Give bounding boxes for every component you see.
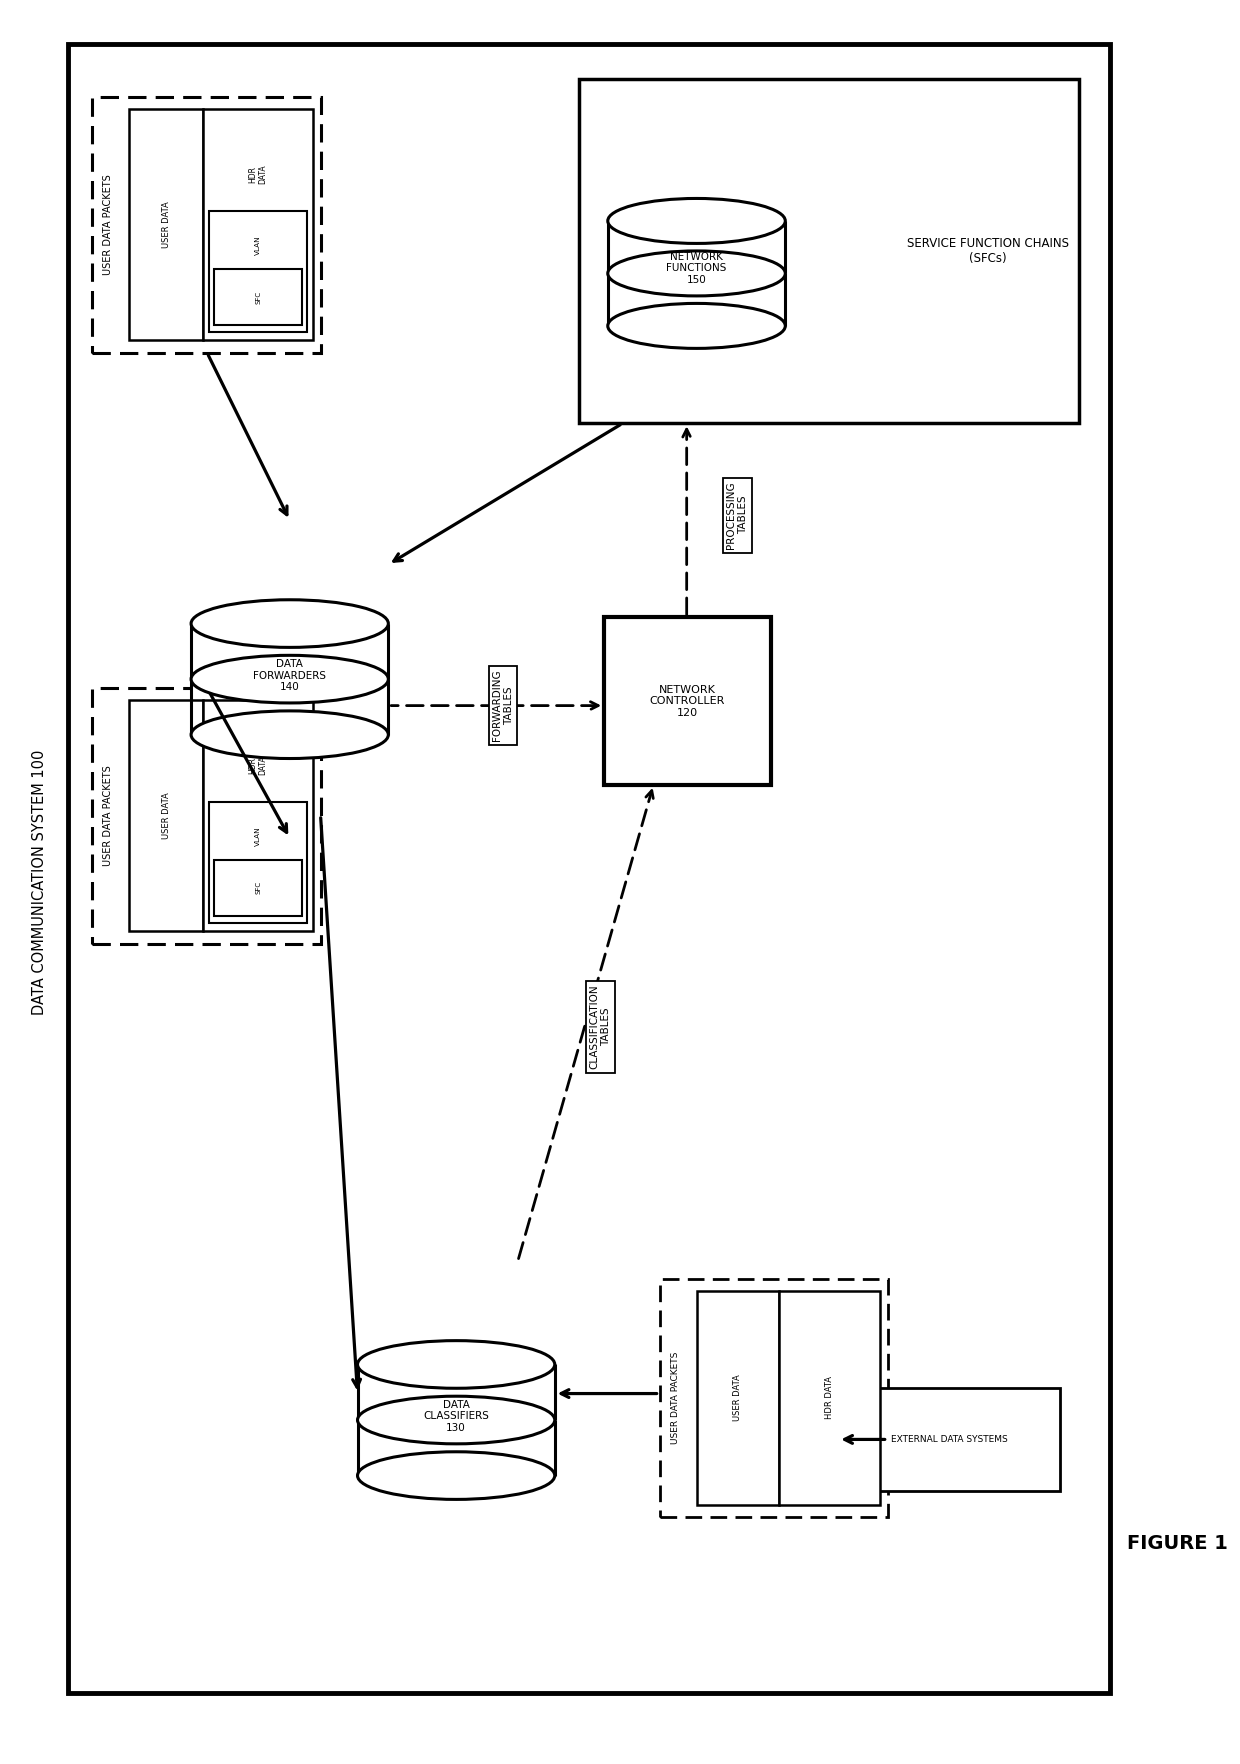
Bar [838,1388,1060,1491]
Text: USER DATA PACKETS: USER DATA PACKETS [103,766,114,866]
Text: FORWARDING
TABLES: FORWARDING TABLES [492,670,513,741]
Text: DATA
FORWARDERS
140: DATA FORWARDERS 140 [253,660,326,691]
Text: NETWORK
CONTROLLER
120: NETWORK CONTROLLER 120 [650,684,725,718]
Bar [608,220,785,273]
Text: DATA COMMUNICATION SYSTEM 100: DATA COMMUNICATION SYSTEM 100 [32,750,47,1014]
Bar [779,1291,880,1505]
Ellipse shape [357,1452,554,1499]
Bar [697,1291,779,1505]
Ellipse shape [191,711,388,759]
Text: HDR DATA: HDR DATA [825,1376,835,1420]
Text: SFC: SFC [255,882,262,894]
Bar [608,273,785,326]
Ellipse shape [357,1397,554,1443]
Bar [215,270,303,325]
Text: VLAN: VLAN [255,235,262,256]
Text: FIGURE 1: FIGURE 1 [1127,1535,1228,1552]
Text: USER DATA PACKETS: USER DATA PACKETS [671,1351,680,1445]
Ellipse shape [357,1341,554,1388]
Bar [93,97,320,353]
Bar [604,617,770,785]
Bar [203,109,314,340]
Bar [210,803,308,923]
Text: HDR
DATA: HDR DATA [248,755,268,774]
Ellipse shape [191,654,388,704]
Bar [129,109,203,340]
Text: CLASSIFICATION
TABLES: CLASSIFICATION TABLES [589,984,611,1069]
Text: SERVICE FUNCTION CHAINS
(SFCs): SERVICE FUNCTION CHAINS (SFCs) [906,238,1069,265]
Ellipse shape [608,199,785,243]
Text: VLAN: VLAN [255,826,262,847]
Text: NETWORK
FUNCTIONS
150: NETWORK FUNCTIONS 150 [666,252,727,284]
Text: USER DATA: USER DATA [733,1374,743,1422]
Ellipse shape [608,303,785,348]
Bar [191,679,388,734]
Bar [660,1279,888,1517]
Text: USER DATA: USER DATA [161,792,171,840]
Text: EXTERNAL DATA SYSTEMS: EXTERNAL DATA SYSTEMS [890,1434,1008,1445]
Bar [191,624,388,679]
Text: SFC: SFC [255,291,262,303]
Bar [210,212,308,332]
Bar [579,79,1079,423]
Text: PROCESSING
TABLES: PROCESSING TABLES [727,482,748,549]
Bar [357,1365,554,1420]
Bar [203,700,314,931]
Text: DATA
CLASSIFIERS
130: DATA CLASSIFIERS 130 [423,1401,489,1432]
Bar [357,1420,554,1475]
Bar [215,861,303,916]
Bar [68,44,1110,1693]
Text: HDR
DATA: HDR DATA [248,164,268,183]
Text: USER DATA: USER DATA [161,201,171,249]
Ellipse shape [608,250,785,296]
Bar [129,700,203,931]
Text: USER DATA PACKETS: USER DATA PACKETS [103,175,114,275]
Bar [93,688,320,944]
Ellipse shape [191,600,388,647]
